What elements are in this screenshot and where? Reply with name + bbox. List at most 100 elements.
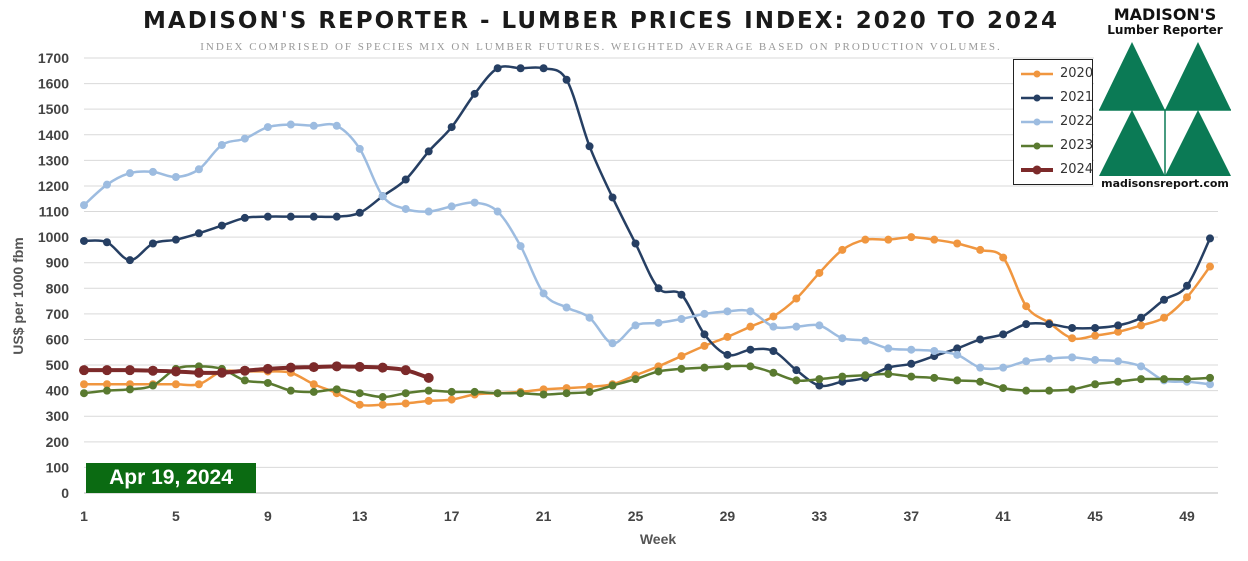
data-point-2023 xyxy=(907,372,916,381)
data-point-2021 xyxy=(332,212,341,221)
data-point-2020 xyxy=(424,396,433,405)
data-point-2021 xyxy=(1091,323,1100,332)
data-point-2023 xyxy=(654,367,663,376)
data-point-2021 xyxy=(470,89,479,98)
y-tick-label: 1200 xyxy=(38,178,69,194)
x-tick-label: 45 xyxy=(1087,508,1103,524)
data-point-2020 xyxy=(401,399,410,408)
data-point-2022 xyxy=(447,202,456,211)
data-point-2024 xyxy=(147,365,158,376)
y-tick-label: 100 xyxy=(46,459,70,475)
data-point-2020 xyxy=(1137,321,1146,330)
x-tick-label: 29 xyxy=(720,508,736,524)
legend-item-2021: 2021 xyxy=(1020,88,1093,108)
data-point-2024 xyxy=(124,365,135,376)
data-point-2024 xyxy=(79,365,89,376)
data-point-2021 xyxy=(631,239,640,248)
y-tick-label: 800 xyxy=(46,280,70,296)
data-point-2021 xyxy=(1114,321,1123,330)
x-tick-label: 33 xyxy=(812,508,828,524)
data-point-2020 xyxy=(1206,262,1214,271)
data-point-2021 xyxy=(171,235,180,244)
data-point-2023 xyxy=(815,375,824,384)
x-tick-label: 49 xyxy=(1179,508,1195,524)
data-point-2024 xyxy=(193,367,204,378)
series-2024 xyxy=(79,361,434,383)
data-point-2020 xyxy=(1114,327,1123,336)
y-tick-label: 900 xyxy=(46,255,70,271)
data-point-2023 xyxy=(240,376,249,385)
data-point-2022 xyxy=(1114,357,1123,366)
data-point-2020 xyxy=(309,380,318,389)
x-tick-label: 17 xyxy=(444,508,460,524)
data-point-2023 xyxy=(263,378,272,387)
data-point-2023 xyxy=(1045,386,1054,395)
legend-label-2023: 2023 xyxy=(1060,138,1094,153)
y-tick-label: 500 xyxy=(46,357,70,373)
data-point-2021 xyxy=(976,335,985,344)
legend-label-2022: 2022 xyxy=(1060,114,1094,129)
x-tick-label: 9 xyxy=(264,508,272,524)
data-point-2023 xyxy=(309,387,318,396)
legend-label-2020: 2020 xyxy=(1060,66,1094,81)
data-point-2023 xyxy=(838,372,847,381)
data-point-2022 xyxy=(263,123,272,132)
y-tick-label: 1500 xyxy=(38,101,69,117)
data-point-2020 xyxy=(1160,313,1169,322)
data-point-2022 xyxy=(884,344,893,353)
data-point-2022 xyxy=(1091,355,1100,364)
logo-subtitle: Lumber Reporter xyxy=(1107,23,1223,37)
series-line-2024 xyxy=(83,364,430,380)
data-point-2020 xyxy=(102,380,111,389)
data-point-2022 xyxy=(585,313,594,322)
data-point-2021 xyxy=(125,256,134,265)
data-point-2022 xyxy=(470,198,479,207)
data-point-2023 xyxy=(125,385,134,394)
y-tick-label: 1400 xyxy=(38,127,69,143)
data-point-2023 xyxy=(700,363,709,372)
data-point-2023 xyxy=(1206,373,1214,382)
data-point-2022 xyxy=(378,192,387,201)
data-point-2022 xyxy=(608,339,617,348)
data-point-2024 xyxy=(331,361,342,372)
data-point-2023 xyxy=(1068,385,1077,394)
data-point-2024 xyxy=(400,365,411,376)
data-point-2020 xyxy=(792,294,801,303)
data-point-2023 xyxy=(999,384,1008,393)
data-point-2023 xyxy=(80,389,88,398)
x-tick-label: 41 xyxy=(995,508,1011,524)
data-point-2020 xyxy=(1183,293,1192,302)
logo-url: madisonsreport.com xyxy=(1101,177,1229,190)
data-point-2022 xyxy=(792,322,801,331)
legend-swatch-2021 xyxy=(1021,94,1053,102)
data-point-2022 xyxy=(999,363,1008,372)
data-point-2022 xyxy=(148,167,157,176)
y-tick-label: 700 xyxy=(46,306,70,322)
data-point-2021 xyxy=(447,123,456,132)
data-point-2020 xyxy=(1068,334,1077,343)
data-point-2022 xyxy=(677,315,686,323)
legend-label-2024: 2024 xyxy=(1060,162,1094,177)
data-point-2020 xyxy=(700,341,709,350)
y-tick-label: 1000 xyxy=(38,229,69,245)
data-point-2020 xyxy=(861,235,870,244)
data-point-2024 xyxy=(308,362,319,373)
chart-title: MADISON'S REPORTER - LUMBER PRICES INDEX… xyxy=(143,8,1059,34)
data-point-2021 xyxy=(907,359,916,368)
data-point-2021 xyxy=(401,175,410,184)
data-point-2024 xyxy=(377,362,388,373)
data-point-2022 xyxy=(907,345,916,354)
data-point-2021 xyxy=(1045,320,1054,329)
data-point-2021 xyxy=(1160,295,1169,304)
data-point-2020 xyxy=(815,268,824,277)
data-point-2020 xyxy=(1022,302,1031,311)
data-point-2022 xyxy=(723,307,732,316)
data-point-2021 xyxy=(884,363,893,372)
data-point-2021 xyxy=(1206,234,1214,243)
data-point-2023 xyxy=(148,381,157,390)
data-point-2023 xyxy=(401,389,410,398)
x-tick-label: 21 xyxy=(536,508,552,524)
data-point-2024 xyxy=(170,366,181,377)
data-point-2024 xyxy=(423,372,434,383)
data-point-2023 xyxy=(378,393,387,402)
